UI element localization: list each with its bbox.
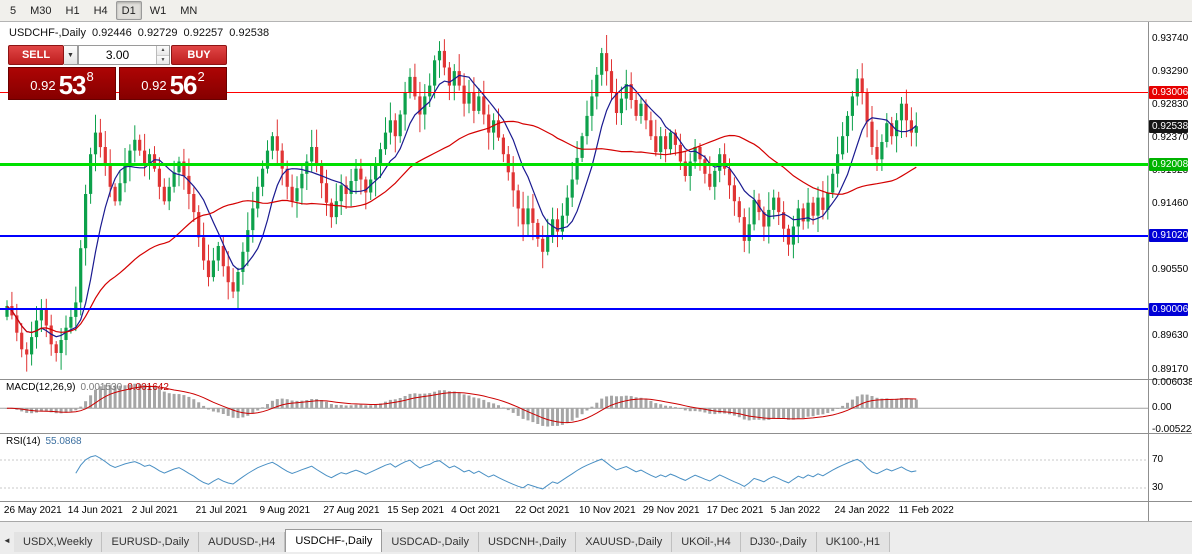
chart-header: USDCHF-,Daily 0.92446 0.92729 0.92257 0.9253… bbox=[9, 27, 271, 39]
chart-tab-eurusd-daily[interactable]: EURUSD-,Daily bbox=[102, 532, 200, 552]
ohlc-close: 0.92538 bbox=[229, 27, 270, 39]
chart-tab-uk100-h1[interactable]: UK100-,H1 bbox=[816, 532, 891, 552]
chart-tabs: USDX,Weekly EURUSD-,Daily AUDUSD-,H4 USDCHF… bbox=[14, 529, 891, 552]
volume-dropdown-button[interactable]: ▼ bbox=[64, 45, 78, 65]
volume-stepper[interactable]: ▲ ▼ bbox=[156, 46, 169, 64]
one-click-trading-panel: SELL ▼ 3.00 ▲ ▼ BUY 0.92 53 8 0.92 56 bbox=[8, 45, 227, 100]
chart-tab-usdchf-daily[interactable]: USDCHF-,Daily bbox=[285, 529, 383, 552]
buy-button[interactable]: BUY bbox=[171, 45, 227, 65]
sell-button[interactable]: SELL bbox=[8, 45, 64, 65]
chart-tab-usdx-weekly[interactable]: USDX,Weekly bbox=[14, 532, 103, 552]
timeframe-button-5[interactable]: 5 bbox=[10, 4, 17, 17]
timeframe-button-h1[interactable]: H1 bbox=[65, 4, 80, 17]
buy-price-pip: 2 bbox=[197, 69, 205, 84]
buy-price-display[interactable]: 0.92 56 2 bbox=[119, 67, 227, 100]
chart-tab-bar: ◄ USDX,Weekly EURUSD-,Daily AUDUSD-,H4 USDC… bbox=[0, 521, 1192, 554]
chart-tab-audusd-h4[interactable]: AUDUSD-,H4 bbox=[199, 532, 286, 552]
macd-main-value: 0.001530 bbox=[80, 382, 123, 393]
volume-value[interactable]: 3.00 bbox=[105, 48, 130, 62]
timeframe-button-d1[interactable]: D1 bbox=[115, 1, 142, 20]
buy-price-prefix: 0.92 bbox=[141, 78, 167, 93]
timeframe-button-h4[interactable]: H4 bbox=[93, 4, 108, 17]
chart-tab-dj30-daily[interactable]: DJ30-,Daily bbox=[740, 532, 817, 552]
timeframe-buttons: 5 M30 H1 H4 D1 W1 MN bbox=[3, 1, 204, 20]
chart-tab-usdcad-daily[interactable]: USDCAD-,Daily bbox=[382, 532, 479, 552]
timeframe-button-w1[interactable]: W1 bbox=[149, 4, 167, 17]
chart-tab-ukoil-h4[interactable]: UKOil-,H4 bbox=[672, 532, 741, 552]
sell-price-prefix: 0.92 bbox=[30, 78, 56, 93]
timeframe-toolbar: 5 M30 H1 H4 D1 W1 MN bbox=[0, 0, 1192, 22]
buy-price-big: 56 bbox=[169, 70, 198, 100]
sell-price-display[interactable]: 0.92 53 8 bbox=[8, 67, 116, 100]
ohlc-open: 0.92446 bbox=[92, 27, 132, 39]
tab-scroll-left-icon[interactable]: ◄ bbox=[3, 536, 11, 545]
timeframe-button-m30[interactable]: M30 bbox=[30, 4, 52, 17]
ohlc-high: 0.92729 bbox=[137, 27, 178, 39]
macd-signal-value: 0.001642 bbox=[127, 382, 169, 393]
chevron-down-icon: ▼ bbox=[67, 51, 74, 59]
volume-field[interactable]: 3.00 ▲ ▼ bbox=[78, 45, 170, 65]
macd-name: MACD(12,26,9) bbox=[6, 382, 76, 393]
stepper-down-icon[interactable]: ▼ bbox=[157, 55, 169, 64]
ohlc-low: 0.92257 bbox=[183, 27, 224, 39]
macd-indicator-label: MACD(12,26,9) 0.001530 0.001642 bbox=[6, 382, 169, 393]
rsi-name: RSI(14) bbox=[6, 436, 41, 447]
chart-tab-xauusd-daily[interactable]: XAUUSD-,Daily bbox=[576, 532, 673, 552]
stepper-up-icon[interactable]: ▲ bbox=[157, 46, 169, 56]
rsi-indicator-label: RSI(14) 55.0868 bbox=[6, 436, 82, 447]
chart-symbol-label: USDCHF-,Daily bbox=[9, 27, 86, 39]
sell-price-pip: 8 bbox=[86, 69, 94, 84]
timeframe-button-mn[interactable]: MN bbox=[180, 4, 198, 17]
chart-tab-usdcnh-daily[interactable]: USDCNH-,Daily bbox=[478, 532, 577, 552]
rsi-value: 55.0868 bbox=[45, 436, 82, 447]
sell-price-big: 53 bbox=[58, 70, 87, 100]
